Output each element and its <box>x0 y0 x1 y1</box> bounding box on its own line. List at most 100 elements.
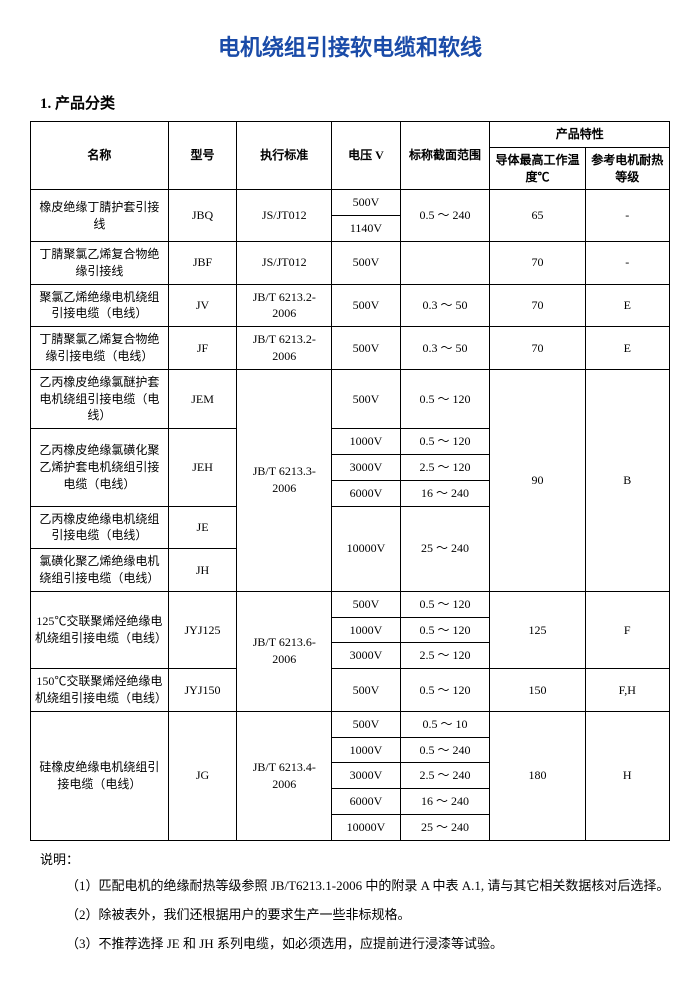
note-3: （3）不推荐选择 JE 和 JH 系列电缆，如必须选用，应提前进行浸漆等试验。 <box>40 932 670 955</box>
cell-std: JS/JT012 <box>237 190 332 242</box>
table-row: 聚氯乙烯绝缘电机绕组引接电缆（电线） JV JB/T 6213.2-2006 5… <box>31 284 670 327</box>
cell-volt: 6000V <box>332 480 400 506</box>
cell-range: 0.3 ～ 50 <box>400 284 490 327</box>
cell-heat: - <box>585 241 669 284</box>
cell-volt: 10000V <box>332 814 400 840</box>
th-name: 名称 <box>31 122 169 190</box>
cell-volt: 500V <box>332 241 400 284</box>
cell-range: 2.5 ～ 240 <box>400 763 490 789</box>
cell-volt: 10000V <box>332 506 400 591</box>
cell-temp: 70 <box>490 284 585 327</box>
cell-std: JS/JT012 <box>237 241 332 284</box>
cell-temp: 70 <box>490 327 585 370</box>
th-model: 型号 <box>168 122 236 190</box>
cell-name: 氯磺化聚乙烯绝缘电机绕组引接电缆（电线） <box>31 549 169 592</box>
cell-name: 丁腈聚氯乙烯复合物绝缘引接线 <box>31 241 169 284</box>
cell-heat: E <box>585 327 669 370</box>
cell-range: 0.5 ～ 120 <box>400 669 490 712</box>
th-heat: 参考电机耐热等级 <box>585 147 669 190</box>
cell-range: 16 ～ 240 <box>400 789 490 815</box>
cell-volt: 500V <box>332 669 400 712</box>
cell-model: JE <box>168 506 236 549</box>
th-temp: 导体最高工作温度℃ <box>490 147 585 190</box>
cell-range: 0.5 ～ 240 <box>400 190 490 242</box>
th-range: 标称截面范围 <box>400 122 490 190</box>
table-row: 丁腈聚氯乙烯复合物绝缘引接线 JBF JS/JT012 500V 70 - <box>31 241 670 284</box>
cell-heat: H <box>585 711 669 840</box>
cell-range: 0.5 ～ 240 <box>400 737 490 763</box>
cell-std: JB/T 6213.6-2006 <box>237 591 332 711</box>
note-2: （2）除被表外，我们还根据用户的要求生产一些非标规格。 <box>40 903 670 926</box>
cell-model: JF <box>168 327 236 370</box>
cell-name: 乙丙橡皮绝缘电机绕组引接电缆（电线） <box>31 506 169 549</box>
cell-temp: 65 <box>490 190 585 242</box>
cell-heat: E <box>585 284 669 327</box>
product-table: 名称 型号 执行标准 电压 V 标称截面范围 产品特性 导体最高工作温度℃ 参考… <box>30 121 670 841</box>
cell-temp: 180 <box>490 711 585 840</box>
cell-range: 0.5 ～ 120 <box>400 429 490 455</box>
notes-label: 说明： <box>40 849 670 868</box>
cell-range: 0.5 ～ 120 <box>400 617 490 643</box>
cell-model: JBQ <box>168 190 236 242</box>
cell-range: 2.5 ～ 120 <box>400 643 490 669</box>
table-row: 丁腈聚氯乙烯复合物绝缘引接电缆（电线） JF JB/T 6213.2-2006 … <box>31 327 670 370</box>
cell-name: 硅橡皮绝缘电机绕组引接电缆（电线） <box>31 711 169 840</box>
cell-model: JYJ150 <box>168 669 236 712</box>
section-heading: 1. 产品分类 <box>40 92 670 113</box>
cell-range <box>400 241 490 284</box>
th-standard: 执行标准 <box>237 122 332 190</box>
cell-temp: 90 <box>490 369 585 591</box>
cell-heat: F,H <box>585 669 669 712</box>
cell-volt: 500V <box>332 711 400 737</box>
cell-name: 聚氯乙烯绝缘电机绕组引接电缆（电线） <box>31 284 169 327</box>
cell-volt: 3000V <box>332 454 400 480</box>
cell-volt: 1000V <box>332 617 400 643</box>
cell-model: JV <box>168 284 236 327</box>
cell-name: 丁腈聚氯乙烯复合物绝缘引接电缆（电线） <box>31 327 169 370</box>
cell-range: 16 ～ 240 <box>400 480 490 506</box>
cell-heat: F <box>585 591 669 668</box>
cell-model: JEH <box>168 429 236 506</box>
cell-volt: 1000V <box>332 429 400 455</box>
cell-heat: - <box>585 190 669 242</box>
cell-model: JH <box>168 549 236 592</box>
cell-range: 0.5 ～ 120 <box>400 369 490 428</box>
cell-temp: 125 <box>490 591 585 668</box>
cell-volt: 500V <box>332 327 400 370</box>
cell-volt: 1000V <box>332 737 400 763</box>
cell-name: 125℃交联聚烯烃绝缘电机绕组引接电缆（电线） <box>31 591 169 668</box>
page-title: 电机绕组引接软电缆和软线 <box>30 30 670 62</box>
cell-range: 0.5 ～ 10 <box>400 711 490 737</box>
table-row: 乙丙橡皮绝缘氯醚护套电机绕组引接电缆（电线） JEM JB/T 6213.3-2… <box>31 369 670 428</box>
cell-range: 0.5 ～ 120 <box>400 591 490 617</box>
cell-model: JEM <box>168 369 236 428</box>
cell-range: 25 ～ 240 <box>400 506 490 591</box>
cell-model: JYJ125 <box>168 591 236 668</box>
cell-model: JG <box>168 711 236 840</box>
cell-volt: 500V <box>332 591 400 617</box>
cell-volt: 1140V <box>332 216 400 242</box>
cell-temp: 70 <box>490 241 585 284</box>
cell-volt: 3000V <box>332 643 400 669</box>
table-row: 150℃交联聚烯烃绝缘电机绕组引接电缆（电线） JYJ150 500V 0.5 … <box>31 669 670 712</box>
cell-std: JB/T 6213.3-2006 <box>237 369 332 591</box>
th-char-group: 产品特性 <box>490 122 670 148</box>
cell-std: JB/T 6213.2-2006 <box>237 327 332 370</box>
cell-heat: B <box>585 369 669 591</box>
cell-model: JBF <box>168 241 236 284</box>
cell-volt: 500V <box>332 190 400 216</box>
cell-name: 150℃交联聚烯烃绝缘电机绕组引接电缆（电线） <box>31 669 169 712</box>
cell-volt: 500V <box>332 369 400 428</box>
cell-range: 2.5 ～ 120 <box>400 454 490 480</box>
cell-volt: 3000V <box>332 763 400 789</box>
cell-std: JB/T 6213.4-2006 <box>237 711 332 840</box>
th-voltage: 电压 V <box>332 122 400 190</box>
cell-std: JB/T 6213.2-2006 <box>237 284 332 327</box>
cell-range: 0.3 ～ 50 <box>400 327 490 370</box>
cell-name: 乙丙橡皮绝缘氯醚护套电机绕组引接电缆（电线） <box>31 369 169 428</box>
table-row: 硅橡皮绝缘电机绕组引接电缆（电线） JG JB/T 6213.4-2006 50… <box>31 711 670 737</box>
cell-range: 25 ～ 240 <box>400 814 490 840</box>
cell-volt: 500V <box>332 284 400 327</box>
cell-temp: 150 <box>490 669 585 712</box>
table-row: 125℃交联聚烯烃绝缘电机绕组引接电缆（电线） JYJ125 JB/T 6213… <box>31 591 670 617</box>
